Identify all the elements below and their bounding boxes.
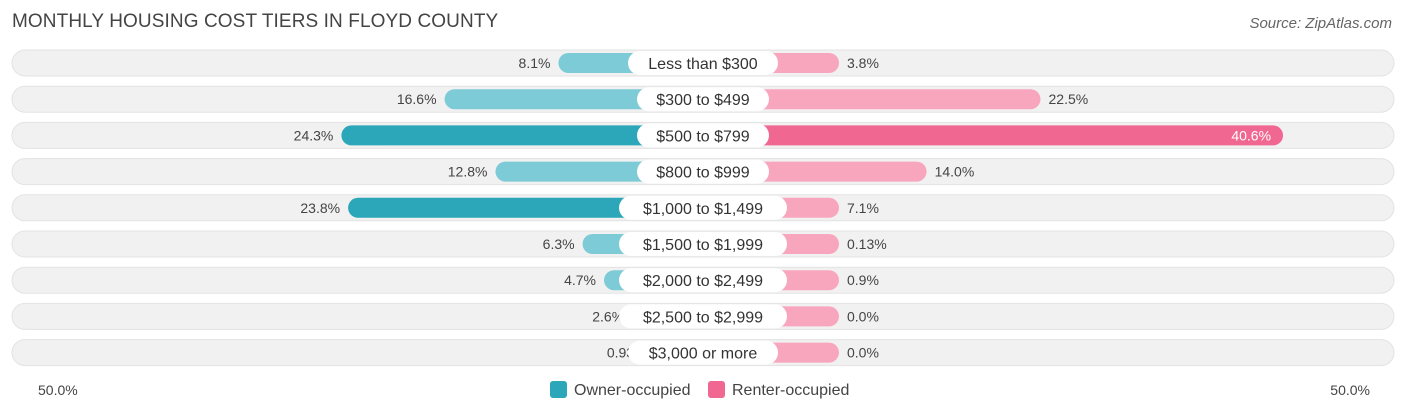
legend-label-owner: Owner-occupied	[574, 382, 691, 399]
owner-value-label: 4.7%	[564, 272, 596, 288]
category-label: $800 to $999	[656, 165, 750, 182]
chart-title: MONTHLY HOUSING COST TIERS IN FLOYD COUN…	[12, 11, 499, 32]
bar-row: 0.93% 0.0%$3,000 or more	[11, 339, 1395, 367]
category-label: $3,000 or more	[649, 346, 758, 363]
renter-value-label: 3.8%	[847, 55, 879, 71]
renter-value-label: 7.1%	[847, 200, 879, 216]
category-pill	[628, 51, 778, 75]
bar-row: 12.8% 14.0% $800 to $999	[11, 158, 1395, 186]
owner-value-label: 23.8%	[300, 200, 340, 216]
category-pill	[637, 87, 769, 112]
owner-value-label: 24.3%	[294, 127, 334, 143]
renter-value-label: 0.9%	[847, 272, 879, 288]
owner-value-label: 8.1%	[519, 55, 551, 71]
category-label: $2,500 to $2,999	[643, 309, 763, 326]
source-label: Source: ZipAtlas.com	[1249, 15, 1392, 32]
renter-value-label: 0.0%	[847, 308, 879, 324]
category-pill	[637, 123, 769, 148]
bar-row: 16.6% 22.5% $300 to $499	[11, 85, 1395, 113]
renter-bar	[703, 125, 1284, 146]
owner-value-label: 16.6%	[397, 91, 437, 107]
renter-bar	[703, 89, 1041, 110]
bar-row: 4.7% 0.9% $2,000 to $2,499	[11, 266, 1395, 294]
legend-swatch-owner	[550, 381, 567, 398]
renter-value-label: 22.5%	[1049, 91, 1089, 107]
category-pill	[637, 159, 769, 184]
bar-row: 24.3% 40.6% $500 to $799	[11, 121, 1395, 149]
owner-bar	[348, 197, 703, 218]
category-label: $1,000 to $1,499	[643, 201, 763, 218]
category-label: $2,000 to $2,499	[643, 273, 763, 290]
category-pill	[619, 195, 787, 220]
category-label: $500 to $799	[656, 128, 750, 145]
legend-label-renter: Renter-occupied	[732, 382, 849, 399]
category-label: $1,500 to $1,999	[643, 237, 763, 254]
renter-value-label: 0.0%	[847, 345, 879, 361]
legend: Owner-occupied Renter-occupied	[550, 381, 849, 399]
category-pill	[619, 232, 787, 256]
bar-row: 23.8% 7.1% $1,000 to $1,499	[11, 194, 1395, 222]
renter-value-label: 0.13%	[847, 236, 887, 252]
axis-label-left: 50.0%	[38, 382, 78, 398]
legend-swatch-renter	[708, 381, 725, 398]
owner-value-label: 2.6%	[592, 308, 624, 324]
owner-value-label: 6.3%	[543, 236, 575, 252]
category-pill	[628, 340, 778, 365]
bar-row: 2.6% 0.0% $2,500 to $2,999	[11, 302, 1395, 330]
renter-value-label: 40.6%	[1231, 127, 1271, 143]
bar-row: 8.1% 3.8% Less than $300	[11, 49, 1395, 77]
category-label: Less than $300	[648, 56, 758, 73]
bar-row: 6.3% 0.13% $1,500 to $1,999	[11, 230, 1395, 258]
owner-bar	[341, 125, 703, 146]
category-pill	[619, 268, 787, 293]
axis-label-right: 50.0%	[1330, 382, 1370, 398]
category-label: $300 to $499	[656, 92, 750, 109]
category-pill	[619, 304, 787, 329]
renter-value-label: 14.0%	[935, 164, 975, 180]
owner-value-label: 12.8%	[448, 164, 488, 180]
